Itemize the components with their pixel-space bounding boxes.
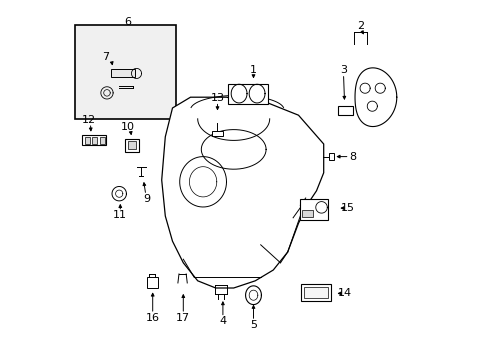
Bar bbox=[125, 139, 139, 152]
Bar bbox=[299, 199, 327, 220]
Text: 1: 1 bbox=[249, 65, 257, 75]
Bar bbox=[92, 137, 97, 144]
Polygon shape bbox=[354, 68, 396, 127]
Bar bbox=[304, 287, 327, 298]
Text: 12: 12 bbox=[82, 114, 96, 125]
Bar bbox=[301, 210, 312, 217]
Text: 10: 10 bbox=[120, 122, 134, 132]
Bar bbox=[110, 69, 135, 77]
Text: 11: 11 bbox=[113, 210, 127, 220]
Text: 16: 16 bbox=[145, 312, 160, 323]
Bar bbox=[100, 137, 104, 144]
Text: 14: 14 bbox=[337, 288, 351, 298]
Text: 17: 17 bbox=[176, 312, 190, 323]
Bar bbox=[329, 153, 333, 160]
Bar bbox=[128, 141, 136, 149]
Bar bbox=[301, 284, 330, 301]
Text: 9: 9 bbox=[143, 194, 151, 204]
Bar bbox=[337, 106, 352, 115]
Bar bbox=[211, 131, 223, 136]
Text: 6: 6 bbox=[124, 17, 131, 27]
Text: 8: 8 bbox=[348, 152, 355, 162]
Text: 2: 2 bbox=[356, 21, 363, 31]
Bar bbox=[84, 137, 89, 144]
Polygon shape bbox=[162, 97, 323, 288]
Text: 13: 13 bbox=[210, 93, 224, 103]
Text: 5: 5 bbox=[249, 320, 257, 330]
Bar bbox=[81, 135, 106, 145]
Text: 3: 3 bbox=[339, 65, 346, 75]
Bar bbox=[228, 84, 267, 104]
Bar bbox=[146, 277, 158, 288]
Text: 7: 7 bbox=[102, 52, 109, 62]
Text: 15: 15 bbox=[341, 203, 354, 213]
Text: 4: 4 bbox=[219, 316, 226, 326]
Bar bbox=[75, 25, 176, 119]
